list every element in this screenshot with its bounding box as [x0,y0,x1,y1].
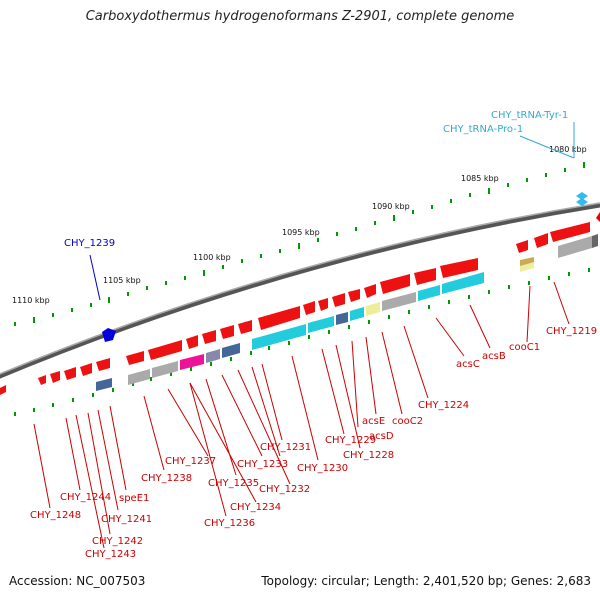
gene-label: speE1 [119,493,149,504]
tick-label: 1085 kbp [461,174,499,183]
tick-label: 1100 kbp [193,253,231,262]
gene-label: CHY_1239 [64,238,115,249]
gene-label: CHY_1233 [237,459,288,470]
gene-arrow [186,335,198,349]
tick-label: 1110 kbp [12,296,50,305]
gene-label: CHY_1232 [259,484,310,495]
gene-labels: CHY_tRNA-Tyr-1 CHY_tRNA-Pro-1 CHY_1239 C… [30,110,597,560]
genome-summary: Topology: circular; Length: 2,401,520 bp… [261,574,591,588]
gene-label: CHY_tRNA-Pro-1 [443,124,523,135]
gene-label: acsD [369,431,394,442]
gene-label: cooC1 [509,342,540,353]
genome-backbone-highlight [0,202,600,375]
gene-arrow [550,222,590,242]
gene-label: CHY_1242 [92,536,143,547]
inner-ticks [14,268,590,416]
gene-label: CHY_1224 [418,400,469,411]
gene-label: CHY_1235 [208,478,259,489]
tick-label: 1105 kbp [103,276,141,285]
gene-label: CHY_1241 [101,514,152,525]
gene-label: CHY_1219 [546,326,597,337]
gene-label: CHY_1237 [165,456,216,467]
gene-arrow [202,330,216,344]
gene-arrow [80,363,92,376]
gene-label: cooC2 [392,416,423,427]
tick-label: 1090 kbp [372,202,410,211]
gene-arrow [534,233,548,248]
gene-arrow [96,358,110,371]
gene-arrow [148,340,182,360]
gene-arrow [332,293,345,307]
reverse-features [0,222,590,395]
gene-arrow [0,385,6,395]
gene-label: CHY_1243 [85,549,136,560]
gene-arrow [126,351,144,365]
gene-label: CHY_1230 [297,463,348,474]
accession-text: Accession: NC_007503 [9,574,146,588]
gene-arrow [596,212,600,222]
gene-arrow [414,268,436,285]
gene-arrow [258,306,300,330]
gene-label: acsC [456,359,480,370]
gene-label: CHY_tRNA-Tyr-1 [491,110,568,121]
leader-lines [33,122,575,549]
gene-label: acsE [362,416,385,427]
gene-arrow [440,258,478,278]
tick-label: 1095 kbp [282,228,320,237]
trna-arrow [576,198,588,206]
gene-label: CHY_1234 [230,502,281,513]
gene-label: CHY_1236 [204,518,255,529]
gene-arrow [220,325,234,339]
outer-ticks [14,162,585,326]
gene-label: CHY_1229 [325,435,376,446]
trna-arrow [576,192,588,200]
gene-arrow [102,328,116,342]
gene-label: CHY_1244 [60,492,111,503]
gene-arrow [238,320,252,334]
gene-arrow [318,298,328,311]
gene-arrow [348,289,360,302]
genome-backbone [0,202,600,379]
tick-label: 1080 kbp [549,145,587,154]
gene-arrow [380,274,410,294]
gene-label: CHY_1231 [260,442,311,453]
genome-title: Carboxydothermus hydrogenoformans Z-2901… [85,9,515,24]
gene-label: CHY_1248 [30,510,81,521]
gene-arrow [64,367,76,380]
gene-arrow [516,240,528,253]
gene-label: acsB [482,351,506,362]
gene-arrow [50,371,60,383]
gene-arrow [303,301,315,315]
forward-features [102,192,600,342]
function-boxes [96,234,598,391]
gene-arrow [364,284,376,298]
gene-arrow [38,375,46,385]
kbp-labels: 1080 kbp 1085 kbp 1090 kbp 1095 kbp 1100… [12,145,587,305]
gene-label: CHY_1228 [343,450,394,461]
gene-label: CHY_1238 [141,473,192,484]
